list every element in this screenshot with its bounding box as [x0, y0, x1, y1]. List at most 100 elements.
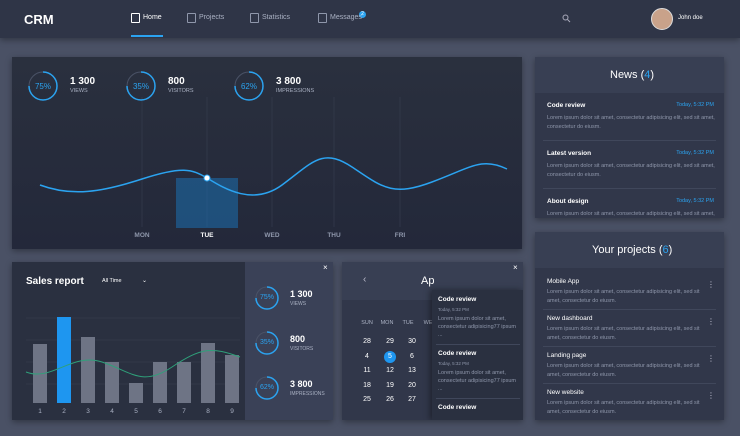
tab[interactable]: Messages: [330, 14, 362, 21]
calendar-panel: ‹ Ap × SUNMONTUEWEDTHU282930456111213181…: [342, 262, 523, 420]
project-title[interactable]: Landing page: [547, 352, 587, 359]
day[interactable]: 27: [408, 396, 416, 403]
close-button[interactable]: ×: [513, 263, 518, 272]
ring-arc: [255, 376, 279, 400]
bar: [177, 362, 191, 403]
stat-label: VIEWS: [290, 301, 307, 307]
bar: [225, 355, 239, 403]
more-menu[interactable]: ⋮: [707, 280, 715, 289]
tab-icon[interactable]: [187, 13, 196, 23]
bar: [153, 362, 167, 403]
stat-percent: 35%: [259, 339, 274, 346]
news-item-title: About design: [547, 198, 589, 205]
day[interactable]: 25: [363, 396, 371, 403]
tab[interactable]: Home: [143, 14, 162, 21]
ring-arc: [234, 71, 264, 101]
day-label: WED: [264, 232, 280, 239]
events-popup: Code review Today, 5:32 PM Lorem ipsum dol…: [432, 290, 523, 420]
x-tick-label: 7: [182, 408, 186, 415]
stat-percent: 75%: [34, 82, 51, 91]
dropdown-arrow[interactable]: ⌄: [142, 278, 148, 284]
day[interactable]: 19: [386, 381, 394, 389]
day-label: MON: [134, 232, 150, 239]
day[interactable]: 28: [363, 338, 371, 345]
hero-chart: [39, 97, 508, 228]
day-label: THU: [327, 232, 341, 239]
stat-label: VISITORS: [168, 88, 194, 94]
day[interactable]: 4: [365, 352, 369, 360]
stat-label: VIEWS: [70, 88, 88, 94]
sales-filter[interactable]: All Time: [102, 278, 122, 284]
x-tick-label: 8: [206, 408, 210, 415]
day[interactable]: 11: [363, 367, 371, 374]
day[interactable]: 6: [410, 352, 414, 360]
prev-month[interactable]: ‹: [363, 274, 367, 285]
stat-percent: 62%: [259, 384, 274, 391]
day[interactable]: 18: [363, 381, 371, 389]
news-panel: News (4) Code review Today, 5:32 PM Lorem …: [535, 57, 724, 218]
weekday: SUN: [361, 320, 373, 326]
more-menu[interactable]: ⋮: [707, 317, 715, 326]
divider: [543, 346, 716, 347]
event-text: Lorem ipsum dolor sit amet, consectetur …: [438, 370, 516, 392]
sales-title: Sales report: [26, 276, 84, 287]
stat-percent: 35%: [132, 82, 149, 91]
x-tick-label: 3: [86, 408, 90, 415]
projects-header: [535, 232, 724, 268]
stat-label: IMPRESSIONS: [276, 88, 315, 94]
tab[interactable]: Statistics: [262, 14, 291, 21]
tab-icon[interactable]: [131, 13, 140, 23]
avatar[interactable]: [651, 8, 673, 30]
x-tick-label: 9: [230, 408, 234, 415]
stat-value: 800: [168, 76, 185, 87]
day[interactable]: 29: [386, 338, 394, 345]
tab-icon[interactable]: [250, 13, 259, 23]
event-title: Code review: [438, 350, 477, 357]
progress-ring: [255, 331, 279, 355]
hero-panel: 75% 1 300 VIEWS 35% 800 VISITORS 62% 3 800 IMPRE…: [12, 57, 522, 249]
news-header: [535, 57, 724, 93]
more-menu[interactable]: ⋮: [707, 391, 715, 400]
sales-side: [245, 262, 333, 420]
x-tick-label: 4: [110, 408, 114, 415]
day[interactable]: 20: [408, 381, 416, 389]
event-text: Lorem ipsum dolor sit amet, consectetur …: [438, 316, 516, 338]
project-title[interactable]: New website: [547, 389, 584, 396]
weekday: TUE: [402, 320, 414, 326]
tab-icon[interactable]: [318, 13, 327, 23]
divider: [543, 383, 716, 384]
divider: [543, 188, 716, 189]
day[interactable]: 5: [388, 352, 392, 360]
projects-title-text: Your projects: [592, 244, 656, 256]
day[interactable]: 30: [408, 338, 416, 345]
news-item-text: Lorem ipsum dolor sit amet, consectetur …: [547, 211, 715, 217]
day[interactable]: 13: [408, 367, 416, 374]
progress-ring: [28, 71, 58, 101]
stat-percent: 62%: [240, 82, 257, 91]
day-label: TUE: [200, 232, 214, 239]
news-item-text: Lorem ipsum dolor sit amet, consectetur …: [547, 163, 715, 178]
weekday: MON: [380, 320, 394, 326]
news-title: News (4): [610, 69, 655, 81]
news-item-title: Latest version: [547, 150, 592, 157]
project-title[interactable]: New dashboard: [547, 315, 593, 322]
day[interactable]: 12: [386, 367, 394, 374]
ring-arc: [126, 71, 156, 101]
divider: [436, 344, 520, 345]
search-icon[interactable]: [562, 14, 571, 23]
user-name[interactable]: John doe: [678, 15, 703, 21]
sales-chart: 1 2 3 4 5 6 7 8 9: [25, 317, 241, 415]
bar: [201, 343, 215, 403]
tab[interactable]: Projects: [199, 14, 225, 21]
ring-arc: [255, 331, 279, 355]
stat-value: 800: [290, 334, 306, 344]
day-label: FRI: [394, 232, 406, 239]
day[interactable]: 26: [386, 396, 394, 403]
close-button[interactable]: ×: [323, 263, 328, 272]
news-item-text: Lorem ipsum dolor sit amet, consectetur …: [547, 115, 715, 130]
stat-value: 1 300: [290, 289, 313, 299]
project-text: Lorem ipsum dolor sit amet, consectetur …: [547, 326, 700, 341]
project-title[interactable]: Mobile App: [547, 278, 580, 285]
more-menu[interactable]: ⋮: [707, 354, 715, 363]
